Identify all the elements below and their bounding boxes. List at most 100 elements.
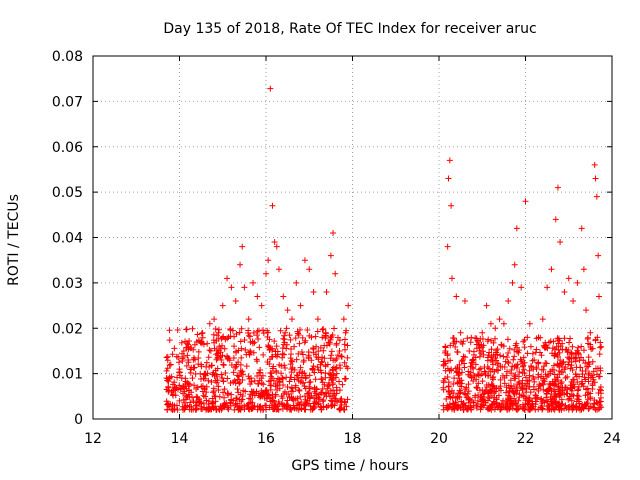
data-point bbox=[322, 374, 329, 381]
data-point bbox=[450, 400, 457, 407]
data-point bbox=[523, 374, 530, 381]
data-point bbox=[465, 405, 472, 412]
data-point bbox=[294, 374, 301, 381]
data-point bbox=[539, 316, 546, 323]
data-point bbox=[475, 380, 482, 387]
data-point bbox=[595, 406, 602, 413]
data-point bbox=[461, 298, 468, 305]
data-point bbox=[239, 368, 246, 375]
data-point bbox=[284, 307, 291, 314]
data-point bbox=[333, 342, 340, 349]
data-point bbox=[269, 394, 276, 401]
data-point bbox=[462, 402, 469, 409]
data-point bbox=[177, 385, 184, 392]
data-point bbox=[531, 378, 538, 385]
data-point bbox=[165, 383, 172, 390]
data-point bbox=[193, 338, 200, 345]
data-point bbox=[597, 383, 604, 390]
data-point bbox=[542, 342, 549, 349]
x-tick-label: 22 bbox=[517, 431, 535, 447]
data-point bbox=[236, 329, 243, 336]
data-point bbox=[264, 327, 271, 334]
data-point bbox=[342, 329, 349, 336]
data-point bbox=[548, 398, 555, 405]
data-point bbox=[502, 358, 509, 365]
data-point bbox=[184, 402, 191, 409]
data-point bbox=[472, 335, 479, 342]
data-point bbox=[328, 352, 335, 359]
data-point bbox=[313, 395, 320, 402]
data-point bbox=[222, 369, 229, 376]
data-point bbox=[221, 386, 228, 393]
data-point bbox=[209, 395, 216, 402]
data-point bbox=[457, 329, 464, 336]
data-point bbox=[441, 375, 448, 382]
data-point bbox=[527, 343, 534, 350]
data-point bbox=[201, 386, 208, 393]
data-point bbox=[532, 349, 539, 356]
data-point bbox=[180, 353, 187, 360]
data-point bbox=[495, 367, 502, 374]
data-point bbox=[232, 298, 239, 305]
data-point bbox=[505, 349, 512, 356]
data-point bbox=[490, 373, 497, 380]
data-point bbox=[560, 369, 567, 376]
data-point bbox=[576, 373, 583, 380]
data-point bbox=[250, 279, 257, 286]
data-point bbox=[310, 344, 317, 351]
data-point bbox=[264, 391, 271, 398]
data-point bbox=[544, 284, 551, 291]
data-point bbox=[328, 348, 335, 355]
data-point bbox=[216, 393, 223, 400]
data-point bbox=[587, 344, 594, 351]
data-point bbox=[489, 361, 496, 368]
data-point bbox=[472, 361, 479, 368]
data-point bbox=[518, 284, 525, 291]
data-point bbox=[511, 261, 518, 268]
data-point bbox=[238, 325, 245, 332]
data-point bbox=[317, 390, 324, 397]
data-point bbox=[515, 405, 522, 412]
data-point bbox=[475, 372, 482, 379]
data-point bbox=[479, 396, 486, 403]
data-point bbox=[526, 401, 532, 408]
data-point bbox=[519, 363, 526, 370]
data-point bbox=[444, 243, 451, 250]
data-point bbox=[343, 403, 350, 410]
data-point bbox=[263, 270, 269, 277]
data-point bbox=[503, 384, 510, 391]
data-point bbox=[464, 335, 471, 342]
data-point bbox=[530, 373, 537, 380]
data-point bbox=[251, 339, 258, 346]
data-point bbox=[578, 378, 585, 385]
data-point bbox=[463, 384, 470, 391]
data-point bbox=[326, 370, 333, 377]
data-point bbox=[568, 362, 575, 369]
data-point bbox=[292, 395, 299, 402]
data-point bbox=[249, 389, 256, 396]
data-point bbox=[210, 331, 217, 338]
data-point bbox=[565, 396, 572, 403]
data-point bbox=[310, 403, 317, 410]
data-point bbox=[549, 378, 556, 385]
data-point bbox=[271, 338, 278, 345]
data-point bbox=[596, 351, 603, 358]
data-point bbox=[489, 401, 496, 408]
data-point bbox=[568, 351, 575, 358]
data-point bbox=[331, 395, 338, 402]
data-point bbox=[516, 369, 523, 376]
data-point bbox=[528, 362, 535, 369]
data-point bbox=[254, 332, 261, 339]
data-point bbox=[308, 357, 315, 364]
data-point bbox=[299, 351, 306, 358]
data-point bbox=[224, 375, 231, 382]
data-point bbox=[246, 375, 253, 382]
data-point bbox=[531, 357, 538, 364]
data-point bbox=[338, 401, 345, 408]
data-point bbox=[272, 391, 279, 398]
data-point bbox=[480, 348, 487, 355]
data-point bbox=[234, 386, 241, 393]
data-point bbox=[246, 395, 253, 402]
data-point bbox=[575, 383, 582, 390]
data-point bbox=[184, 352, 191, 359]
